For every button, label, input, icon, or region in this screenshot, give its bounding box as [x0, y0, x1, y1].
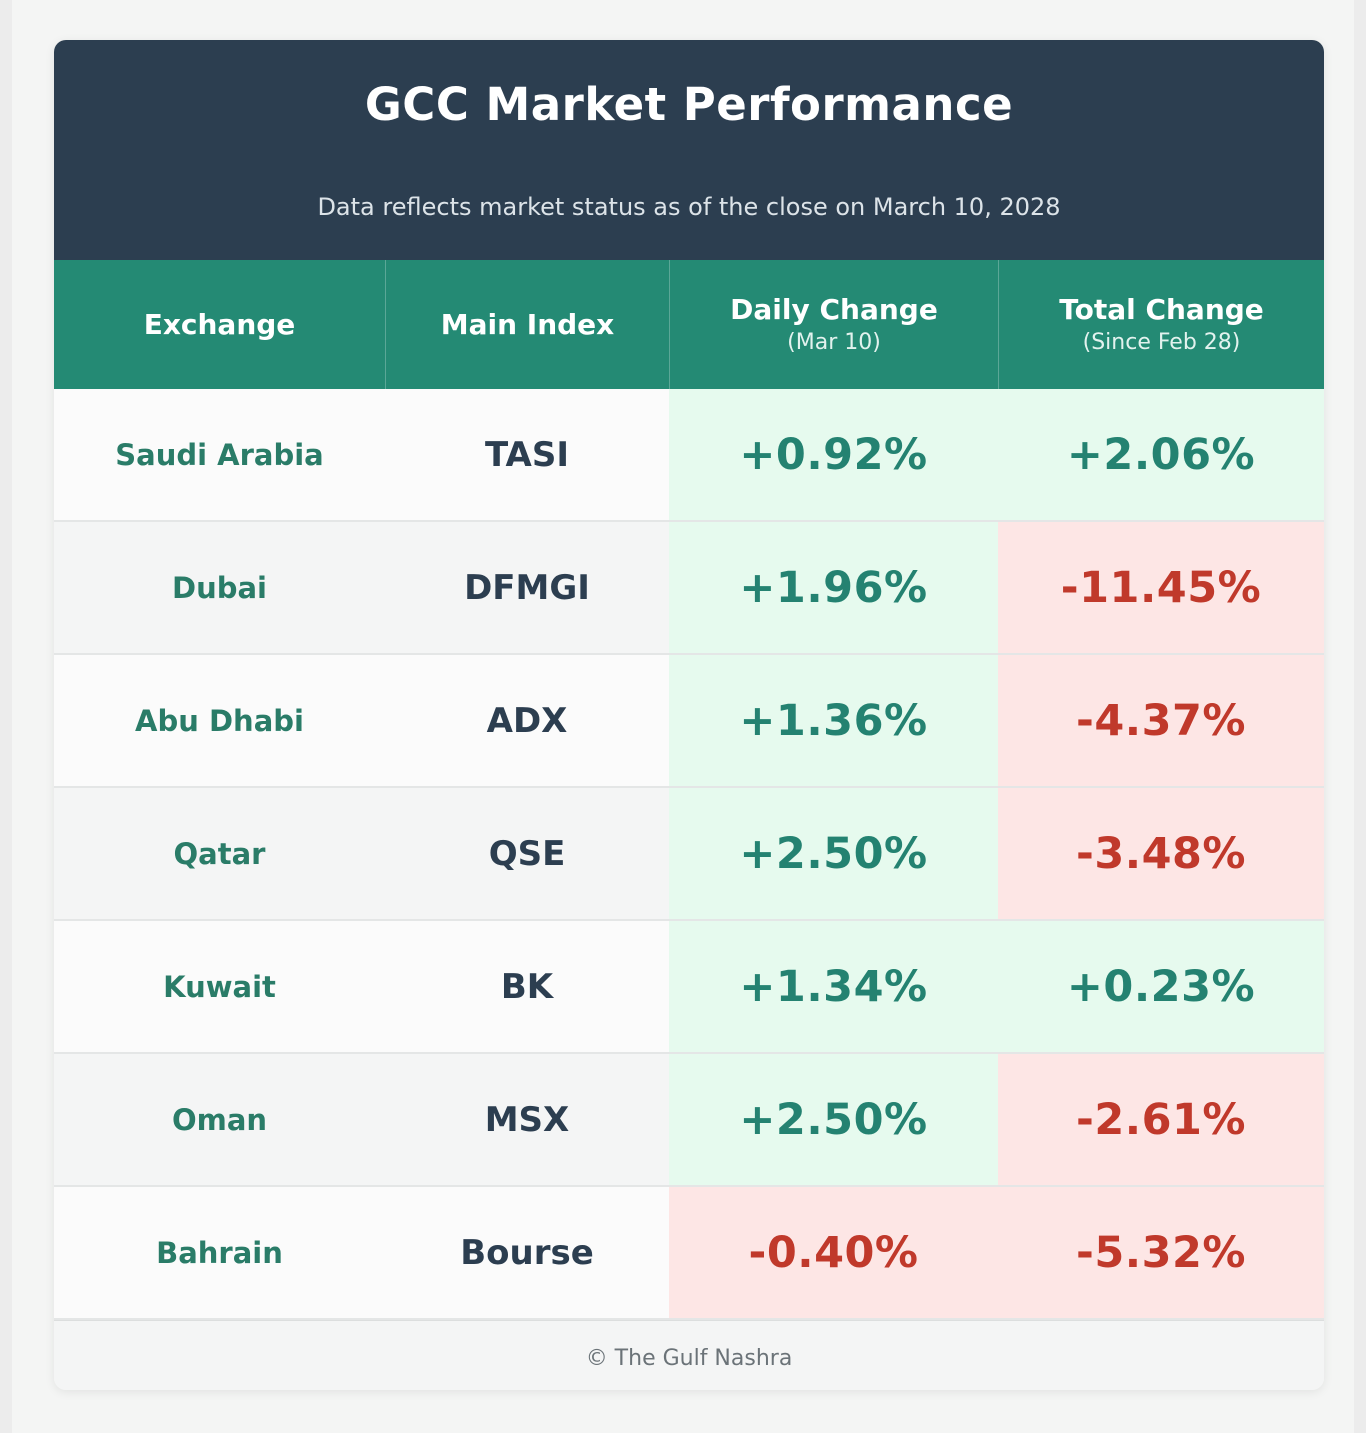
- column-header-exchange-label: Exchange: [143, 307, 296, 341]
- daily-change-cell: +2.50%: [669, 788, 998, 921]
- total-change-cell-value: -3.48%: [1075, 828, 1247, 879]
- total-change-cell: -4.37%: [998, 655, 1324, 788]
- column-header-total: Total Change (Since Feb 28): [998, 260, 1324, 389]
- total-change-cell-value: -4.37%: [1075, 695, 1247, 746]
- daily-change-cell: +1.36%: [669, 655, 998, 788]
- total-change-cell-value: +0.23%: [1066, 961, 1256, 1012]
- index-cell-value: TASI: [484, 434, 569, 475]
- total-change-cell-value: -5.32%: [1075, 1227, 1247, 1278]
- daily-change-cell-value: +1.36%: [739, 695, 928, 746]
- exchange-cell-value: Abu Dhabi: [135, 703, 304, 738]
- column-header-daily-label: Daily Change: [730, 292, 938, 326]
- exchange-cell: Bahrain: [54, 1187, 385, 1320]
- market-performance-card: GCC Market Performance Data reflects mar…: [54, 40, 1324, 1390]
- footer-credit: © The Gulf Nashra: [54, 1320, 1324, 1390]
- daily-change-cell-value: +2.50%: [739, 828, 928, 879]
- index-cell-value: DFMGI: [464, 567, 590, 608]
- daily-change-cell-value: +1.96%: [739, 562, 928, 613]
- total-change-cell: -5.32%: [998, 1187, 1324, 1320]
- index-cell: Bourse: [385, 1187, 669, 1320]
- title-block: GCC Market Performance Data reflects mar…: [54, 40, 1324, 260]
- total-change-cell-value: -11.45%: [1060, 562, 1262, 613]
- exchange-cell-value: Bahrain: [156, 1235, 283, 1270]
- total-change-cell-value: +2.06%: [1066, 429, 1256, 480]
- exchange-cell-value: Dubai: [172, 570, 267, 605]
- daily-change-cell-value: +2.50%: [739, 1094, 928, 1145]
- index-cell: MSX: [385, 1054, 669, 1187]
- daily-change-cell: +0.92%: [669, 389, 998, 522]
- column-header-total-sublabel: (Since Feb 28): [1082, 329, 1241, 355]
- index-cell-value: BK: [500, 966, 554, 1007]
- page-title: GCC Market Performance: [364, 78, 1014, 131]
- daily-change-cell-value: -0.40%: [748, 1227, 919, 1278]
- page-subtitle: Data reflects market status as of the cl…: [317, 193, 1061, 221]
- performance-table: Exchange Main Index Daily Change (Mar 10…: [54, 260, 1324, 1320]
- exchange-cell: Oman: [54, 1054, 385, 1187]
- exchange-cell-value: Oman: [171, 1102, 268, 1137]
- daily-change-cell-value: +1.34%: [739, 961, 928, 1012]
- index-cell: BK: [385, 921, 669, 1054]
- total-change-cell-value: -2.61%: [1075, 1094, 1247, 1145]
- exchange-cell-value: Kuwait: [163, 969, 276, 1004]
- total-change-cell: +2.06%: [998, 389, 1324, 522]
- daily-change-cell: +1.96%: [669, 522, 998, 655]
- exchange-cell-value: Qatar: [173, 836, 266, 871]
- exchange-cell: Kuwait: [54, 921, 385, 1054]
- column-header-index-label: Main Index: [440, 307, 615, 341]
- index-cell-value: Bourse: [460, 1232, 594, 1273]
- daily-change-cell: +2.50%: [669, 1054, 998, 1187]
- daily-change-cell: -0.40%: [669, 1187, 998, 1320]
- total-change-cell: -11.45%: [998, 522, 1324, 655]
- index-cell-value: QSE: [488, 833, 566, 874]
- exchange-cell: Dubai: [54, 522, 385, 655]
- index-cell-value: ADX: [486, 700, 568, 741]
- total-change-cell: +0.23%: [998, 921, 1324, 1054]
- index-cell: ADX: [385, 655, 669, 788]
- index-cell: DFMGI: [385, 522, 669, 655]
- total-change-cell: -3.48%: [998, 788, 1324, 921]
- column-header-exchange: Exchange: [54, 260, 385, 389]
- index-cell: QSE: [385, 788, 669, 921]
- exchange-cell-value: Saudi Arabia: [115, 437, 324, 472]
- daily-change-cell: +1.34%: [669, 921, 998, 1054]
- column-header-index: Main Index: [385, 260, 669, 389]
- total-change-cell: -2.61%: [998, 1054, 1324, 1187]
- column-header-daily: Daily Change (Mar 10): [669, 260, 998, 389]
- exchange-cell: Qatar: [54, 788, 385, 921]
- exchange-cell: Abu Dhabi: [54, 655, 385, 788]
- column-header-total-label: Total Change: [1059, 292, 1264, 326]
- index-cell: TASI: [385, 389, 669, 522]
- index-cell-value: MSX: [484, 1099, 570, 1140]
- exchange-cell: Saudi Arabia: [54, 389, 385, 522]
- column-header-daily-sublabel: (Mar 10): [787, 329, 881, 355]
- daily-change-cell-value: +0.92%: [739, 429, 928, 480]
